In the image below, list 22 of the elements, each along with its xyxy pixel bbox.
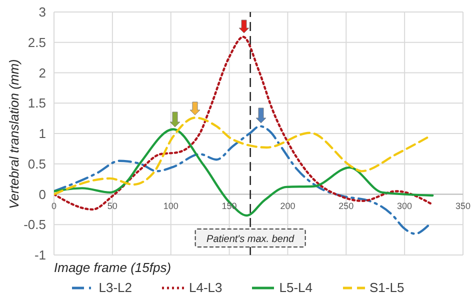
- y-tick-label: 2.5: [28, 34, 46, 50]
- x-tick-label: 50: [107, 201, 118, 211]
- x-tick-label: 100: [163, 201, 178, 211]
- x-tick-label: 300: [397, 201, 412, 211]
- y-tick-label: 1: [38, 126, 46, 142]
- legend-label: L3-L2: [98, 280, 132, 295]
- y-tick-label: 1.5: [28, 96, 46, 111]
- x-tick-label: 200: [280, 201, 296, 211]
- x-axis-title: Image frame (15fps): [54, 260, 172, 275]
- legend-label: S1-L5: [370, 280, 404, 295]
- y-tick-label: -1: [34, 248, 46, 263]
- legend-label: L4-L3: [189, 280, 222, 295]
- y-tick-label: 2: [38, 65, 46, 80]
- y-axis-title: Vertebral translation (mm): [6, 59, 22, 209]
- x-tick-label: 0: [51, 201, 57, 211]
- x-tick-label: 350: [455, 201, 471, 211]
- y-tick-label: 0.5: [28, 156, 46, 172]
- legend-label: L5-L4: [279, 280, 313, 295]
- ref-line-label: Patient's max. bend: [206, 234, 295, 245]
- y-tick-label: 3: [38, 4, 46, 20]
- y-tick-label: -0.5: [24, 217, 46, 232]
- x-tick-label: 250: [338, 201, 354, 211]
